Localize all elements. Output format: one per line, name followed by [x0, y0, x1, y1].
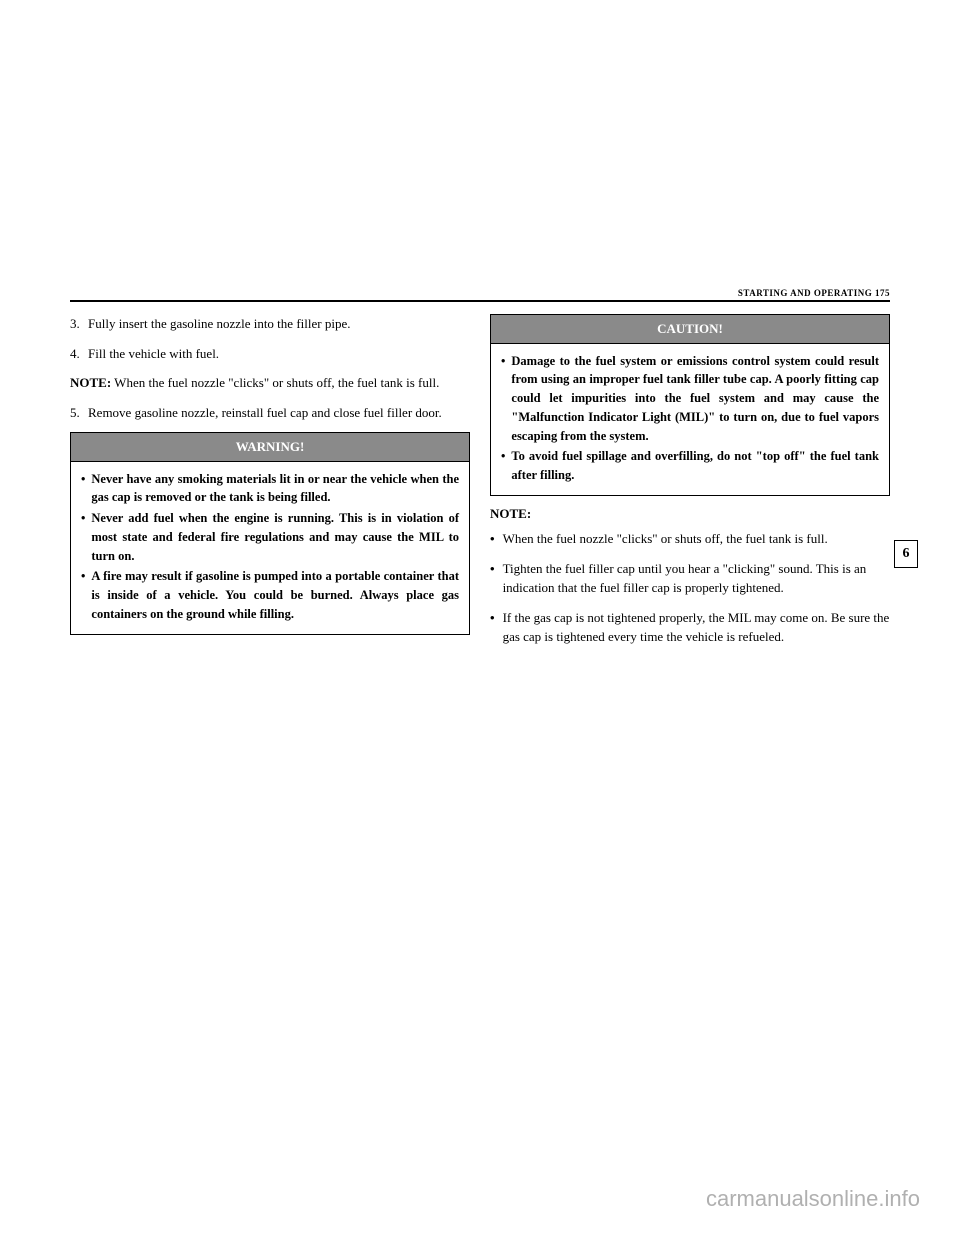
caution-item: Damage to the fuel system or emissions c…	[501, 352, 879, 446]
left-column: 3. Fully insert the gasoline nozzle into…	[70, 314, 470, 657]
note-item: When the fuel nozzle "clicks" or shuts o…	[490, 529, 890, 549]
step-number: 4.	[70, 344, 88, 364]
warning-header: WARNING!	[71, 433, 469, 462]
note-list: When the fuel nozzle "clicks" or shuts o…	[490, 529, 890, 647]
step-item: 4. Fill the vehicle with fuel.	[70, 344, 470, 364]
warning-item: A fire may result if gasoline is pumped …	[81, 567, 459, 623]
chapter-tab: 6	[894, 540, 918, 568]
right-column: CAUTION! Damage to the fuel system or em…	[490, 314, 890, 657]
inline-note: NOTE: When the fuel nozzle "clicks" or s…	[70, 373, 470, 393]
watermark: carmanualsonline.info	[706, 1186, 920, 1212]
warning-item: Never have any smoking materials lit in …	[81, 470, 459, 508]
note-text: When the fuel nozzle "clicks" or shuts o…	[111, 375, 439, 390]
caution-box: CAUTION! Damage to the fuel system or em…	[490, 314, 890, 496]
warning-item: Never add fuel when the engine is runnin…	[81, 509, 459, 565]
header-rule: STARTING AND OPERATING 175	[70, 300, 890, 302]
caution-list: Damage to the fuel system or emissions c…	[501, 352, 879, 485]
step-number: 3.	[70, 314, 88, 334]
step-item: 5. Remove gasoline nozzle, reinstall fue…	[70, 403, 470, 423]
caution-item: To avoid fuel spillage and overfilling, …	[501, 447, 879, 485]
warning-list: Never have any smoking materials lit in …	[81, 470, 459, 624]
note-label: NOTE:	[70, 375, 111, 390]
note-section: NOTE: When the fuel nozzle "clicks" or s…	[490, 504, 890, 647]
warning-box: WARNING! Never have any smoking material…	[70, 432, 470, 635]
warning-body: Never have any smoking materials lit in …	[71, 462, 469, 634]
step-number: 5.	[70, 403, 88, 423]
page-container: STARTING AND OPERATING 175 3. Fully inse…	[70, 300, 890, 657]
step-item: 3. Fully insert the gasoline nozzle into…	[70, 314, 470, 334]
note-heading: NOTE:	[490, 504, 890, 524]
step-text: Fill the vehicle with fuel.	[88, 344, 470, 364]
section-title: STARTING AND OPERATING	[738, 288, 872, 298]
note-item: If the gas cap is not tightened properly…	[490, 608, 890, 647]
content-columns: 3. Fully insert the gasoline nozzle into…	[70, 314, 890, 657]
header-text: STARTING AND OPERATING 175	[738, 288, 890, 298]
step-text: Fully insert the gasoline nozzle into th…	[88, 314, 470, 334]
note-item: Tighten the fuel filler cap until you he…	[490, 559, 890, 598]
caution-header: CAUTION!	[491, 315, 889, 344]
page-number: 175	[875, 288, 890, 298]
caution-body: Damage to the fuel system or emissions c…	[491, 344, 889, 495]
step-text: Remove gasoline nozzle, reinstall fuel c…	[88, 403, 470, 423]
